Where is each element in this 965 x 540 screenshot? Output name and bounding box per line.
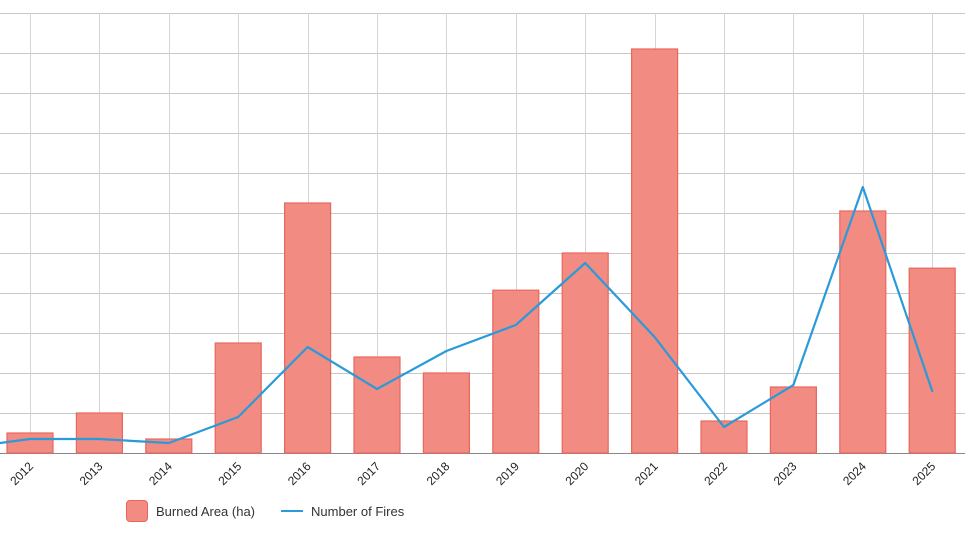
bar-series: [6, 48, 956, 454]
x-tick-label: 2012: [7, 459, 36, 488]
bar: [908, 267, 956, 454]
bar: [492, 289, 540, 454]
x-tick-label: 2018: [424, 459, 453, 488]
x-tick-label: 2022: [701, 459, 730, 488]
x-tick-label: 2023: [771, 459, 800, 488]
legend-item-bars: Burned Area (ha): [126, 500, 255, 522]
x-tick-label: 2014: [146, 459, 175, 488]
legend-label-line: Number of Fires: [311, 503, 405, 519]
x-tick-label: 2016: [285, 459, 314, 488]
legend: Burned Area (ha) Number of Fires: [126, 498, 430, 524]
bar: [214, 342, 262, 454]
x-tick-label: 2013: [77, 459, 106, 488]
line-series: [0, 185, 934, 445]
x-axis-ticks: 2012 2013 2014 2015 2016 2017 2018 2019 2020 2021…: [7, 459, 938, 488]
legend-item-line: Number of Fires: [281, 504, 404, 519]
chart-plot: 2012 2013 2014 2015 2016 2017 2018 2019 2020 2021…: [0, 13, 965, 488]
x-tick-label: 2019: [493, 459, 522, 488]
x-tick-label: 2017: [354, 459, 383, 488]
x-tick-label: 2021: [632, 459, 661, 488]
x-tick-label: 2015: [216, 459, 245, 488]
legend-bar-swatch: [126, 500, 148, 522]
bar: [561, 252, 609, 454]
bar: [630, 48, 679, 454]
bar: [422, 372, 470, 454]
bar: [75, 412, 124, 454]
bar: [6, 432, 54, 454]
x-tick-label: 2020: [563, 459, 592, 488]
bar: [769, 386, 818, 454]
x-tick-label: 2024: [840, 459, 869, 488]
legend-line-swatch: [281, 510, 304, 512]
bar: [839, 210, 887, 454]
legend-label-bars: Burned Area (ha): [156, 503, 256, 519]
grid: [0, 13, 965, 454]
bar: [353, 356, 401, 454]
bar: [284, 202, 332, 454]
x-tick-label: 2025: [910, 459, 939, 488]
